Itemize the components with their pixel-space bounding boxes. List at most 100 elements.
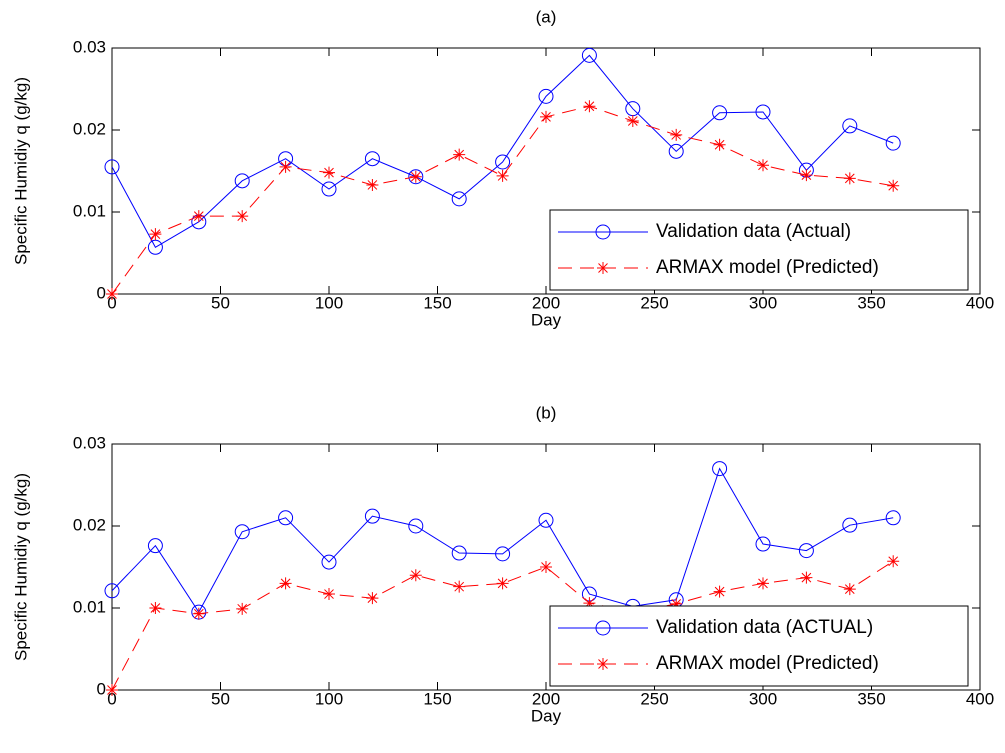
data-point bbox=[583, 597, 596, 610]
data-point bbox=[800, 169, 813, 182]
data-point bbox=[757, 577, 769, 590]
data-point bbox=[106, 684, 118, 696]
data-point bbox=[712, 461, 728, 477]
data-point bbox=[496, 169, 509, 182]
data-point bbox=[496, 577, 509, 590]
x-tick-label: 250 bbox=[640, 689, 668, 708]
data-point bbox=[279, 577, 292, 590]
y-tick-label: 0.01 bbox=[73, 597, 106, 616]
subplot-title: (b) bbox=[536, 403, 557, 422]
x-tick-label: 0 bbox=[107, 689, 116, 708]
data-point bbox=[842, 118, 858, 134]
data-point bbox=[106, 288, 118, 300]
data-point bbox=[408, 518, 424, 534]
subplot-title: (a) bbox=[536, 7, 557, 26]
y-tick-label: 0 bbox=[97, 679, 106, 698]
x-tick-label: 100 bbox=[315, 689, 343, 708]
data-point bbox=[453, 580, 466, 593]
x-tick-label: 200 bbox=[532, 293, 560, 312]
x-tick-label: 300 bbox=[749, 689, 777, 708]
data-point bbox=[323, 588, 335, 601]
data-point bbox=[670, 597, 683, 610]
x-tick-label: 50 bbox=[211, 293, 230, 312]
data-point bbox=[366, 178, 379, 191]
x-tick-label: 200 bbox=[532, 689, 560, 708]
legend-label: Validation data (Actual) bbox=[656, 221, 851, 242]
data-point bbox=[757, 159, 769, 172]
data-point bbox=[583, 100, 596, 113]
x-tick-label: 150 bbox=[423, 689, 451, 708]
data-point bbox=[712, 105, 728, 121]
data-point bbox=[842, 517, 858, 533]
legend-label: Validation data (ACTUAL) bbox=[656, 617, 873, 638]
data-point bbox=[843, 583, 856, 596]
data-point bbox=[104, 583, 120, 599]
data-point bbox=[670, 128, 683, 141]
data-point bbox=[798, 543, 814, 559]
legend-marker bbox=[595, 224, 611, 240]
data-point bbox=[323, 166, 335, 179]
data-point bbox=[364, 151, 380, 167]
legend-marker bbox=[597, 262, 609, 274]
data-point bbox=[321, 181, 337, 197]
x-tick-label: 350 bbox=[857, 689, 885, 708]
data-point bbox=[887, 179, 900, 192]
data-point bbox=[408, 169, 424, 185]
data-point bbox=[887, 555, 900, 568]
x-axis-label: Day bbox=[531, 706, 562, 725]
data-point bbox=[668, 143, 684, 159]
y-axis-label: Specific Humidiy q (g/kg) bbox=[11, 77, 30, 265]
data-point bbox=[713, 585, 726, 598]
y-tick-label: 0.03 bbox=[73, 433, 106, 452]
y-tick-label: 0.02 bbox=[73, 515, 106, 534]
x-tick-label: 50 bbox=[211, 689, 230, 708]
series-line bbox=[111, 467, 894, 614]
data-point bbox=[104, 159, 120, 175]
data-point bbox=[755, 536, 771, 552]
y-tick-label: 0 bbox=[97, 283, 106, 302]
data-point bbox=[409, 170, 422, 183]
x-tick-label: 400 bbox=[966, 689, 994, 708]
data-point bbox=[540, 110, 552, 123]
data-point bbox=[626, 114, 639, 127]
data-point bbox=[321, 554, 337, 570]
data-point bbox=[451, 545, 467, 561]
data-point bbox=[409, 569, 422, 582]
x-tick-label: 350 bbox=[857, 293, 885, 312]
legend-label: ARMAX model (Predicted) bbox=[656, 257, 879, 278]
data-point bbox=[279, 160, 292, 173]
data-point bbox=[495, 546, 511, 562]
data-point bbox=[451, 191, 467, 207]
data-point bbox=[236, 210, 249, 223]
data-point bbox=[278, 510, 294, 526]
data-point bbox=[234, 173, 250, 189]
y-tick-label: 0.03 bbox=[73, 37, 106, 56]
data-point bbox=[843, 172, 856, 185]
legend-box bbox=[549, 605, 969, 687]
data-point bbox=[885, 135, 901, 151]
data-point bbox=[236, 602, 249, 615]
data-point bbox=[149, 228, 162, 241]
y-axis-label: Specific Humidiy q (g/kg) bbox=[11, 473, 30, 661]
legend-marker bbox=[595, 620, 611, 636]
legend-marker bbox=[597, 658, 609, 670]
data-point bbox=[366, 592, 379, 605]
data-point bbox=[581, 47, 597, 63]
series-line bbox=[111, 54, 894, 248]
x-tick-label: 0 bbox=[107, 293, 116, 312]
data-point bbox=[234, 524, 250, 540]
data-point bbox=[713, 138, 726, 151]
data-point bbox=[885, 510, 901, 526]
y-tick-label: 0.01 bbox=[73, 201, 106, 220]
legend-label: ARMAX model (Predicted) bbox=[656, 653, 879, 674]
x-tick-label: 150 bbox=[423, 293, 451, 312]
data-point bbox=[540, 561, 552, 573]
x-tick-label: 100 bbox=[315, 293, 343, 312]
data-point bbox=[800, 571, 813, 584]
legend-box bbox=[549, 209, 969, 291]
data-point bbox=[453, 148, 466, 161]
y-tick-label: 0.02 bbox=[73, 119, 106, 138]
data-point bbox=[364, 508, 380, 524]
x-tick-label: 250 bbox=[640, 293, 668, 312]
